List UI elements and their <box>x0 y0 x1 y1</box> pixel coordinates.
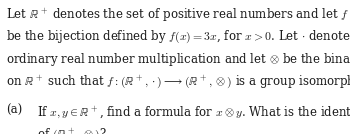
Text: on $\mathbb{R}^+$ such that $f:(\mathbb{R}^+,\cdot) \longrightarrow (\mathbb{R}^: on $\mathbb{R}^+$ such that $f:(\mathbb{… <box>6 74 350 90</box>
Text: (a): (a) <box>6 104 22 117</box>
Text: If $x, y \in \mathbb{R}^+$, find a formula for $x \otimes y$. What is the identi: If $x, y \in \mathbb{R}^+$, find a formu… <box>37 104 350 121</box>
Text: Let $\mathbb{R}^+$ denotes the set of positive real numbers and let $f:\mathbb{R: Let $\mathbb{R}^+$ denotes the set of po… <box>6 6 350 23</box>
Text: of $(\mathbb{R}^+, \otimes)$?: of $(\mathbb{R}^+, \otimes)$? <box>37 127 107 134</box>
Text: ordinary real number multiplication and let $\otimes$ be the binary operation: ordinary real number multiplication and … <box>6 51 350 68</box>
Text: be the bijection defined by $f(x) = 3x$, for $x > 0$. Let $\cdot$ denote the: be the bijection defined by $f(x) = 3x$,… <box>6 29 350 45</box>
